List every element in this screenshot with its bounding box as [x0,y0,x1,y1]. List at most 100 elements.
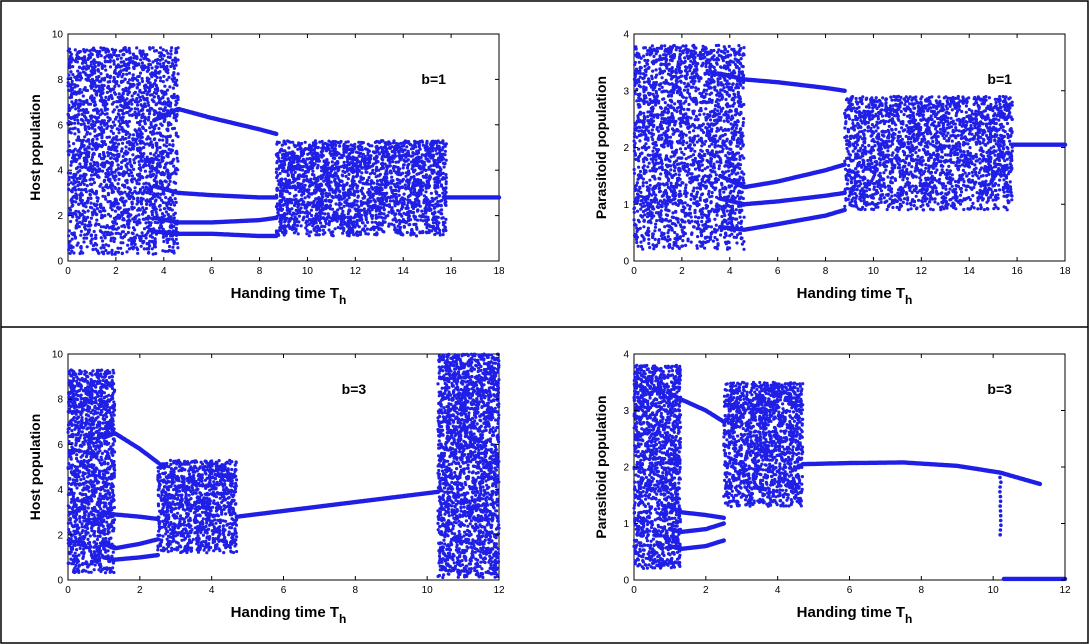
data-point [393,217,396,220]
data-point [385,171,388,174]
data-point [290,155,293,158]
data-point [325,174,328,177]
data-point [104,96,107,99]
data-point [413,223,416,226]
data-point [104,59,107,62]
data-point [82,101,85,104]
data-point [305,224,308,227]
data-point [154,65,157,68]
data-point [336,175,339,178]
data-point [297,232,300,235]
data-point [95,108,98,111]
data-point [69,121,72,124]
data-point [310,148,313,151]
data-point [367,200,370,203]
data-point [379,212,382,215]
data-point [387,158,390,161]
data-point [116,206,119,209]
data-point [146,156,149,159]
data-point [96,53,99,56]
data-point [401,172,404,175]
data-point [416,196,419,199]
data-point [319,221,322,224]
data-point [117,167,120,170]
data-point [90,167,93,170]
data-point [97,120,100,123]
data-point [394,231,397,234]
data-point [327,140,330,143]
data-point [110,56,113,59]
data-point [98,153,101,156]
data-point [162,236,165,239]
data-point [359,231,362,234]
data-point [125,73,128,76]
data-point [128,49,131,52]
data-point [69,96,72,99]
data-point [365,171,368,174]
data-point [376,197,379,200]
data-point [96,207,99,210]
data-point [149,142,152,145]
data-point [409,143,412,146]
data-point [328,228,331,231]
data-point [148,59,151,62]
data-point [404,183,407,186]
data-point [137,112,140,115]
data-point [82,240,85,243]
data-point [399,142,402,145]
data-point [356,196,359,199]
data-point [164,250,167,253]
data-point [69,70,72,73]
data-point [279,149,282,152]
data-point [159,76,162,79]
data-point [381,223,384,226]
data-point [169,53,172,56]
data-point [335,202,338,205]
data-point [153,91,156,94]
data-point [329,216,332,219]
data-point [102,141,105,144]
data-point [101,244,104,247]
data-point [139,188,142,191]
data-point [444,187,447,190]
data-point [411,154,414,157]
data-point [150,73,153,76]
data-point [94,237,97,240]
data-point [104,69,107,72]
data-point [145,217,148,220]
data-point [120,167,123,170]
data-point [122,73,125,76]
data-point [140,140,143,143]
data-point [72,173,75,176]
data-point [402,142,405,145]
data-point [298,215,301,218]
data-point [99,229,102,232]
data-point [323,171,326,174]
data-point [78,212,81,215]
data-point [86,184,89,187]
data-point [392,224,395,227]
data-point [342,183,345,186]
data-point [89,132,92,135]
data-point [97,75,100,78]
data-point [75,180,78,183]
data-point [438,231,441,234]
data-point [407,158,410,161]
data-point [395,220,398,223]
data-point [429,176,432,179]
data-point [159,107,162,110]
data-point [146,93,149,96]
data-point [295,228,298,231]
data-point [393,201,396,204]
data-point [87,138,90,141]
data-point [175,101,178,104]
data-point [143,227,146,230]
data-point [376,192,379,195]
data-point [108,80,111,83]
data-point [422,162,425,165]
data-point [74,237,77,240]
data-point [316,179,319,182]
data-point [442,221,445,224]
data-point [426,158,429,161]
data-point [138,49,141,52]
